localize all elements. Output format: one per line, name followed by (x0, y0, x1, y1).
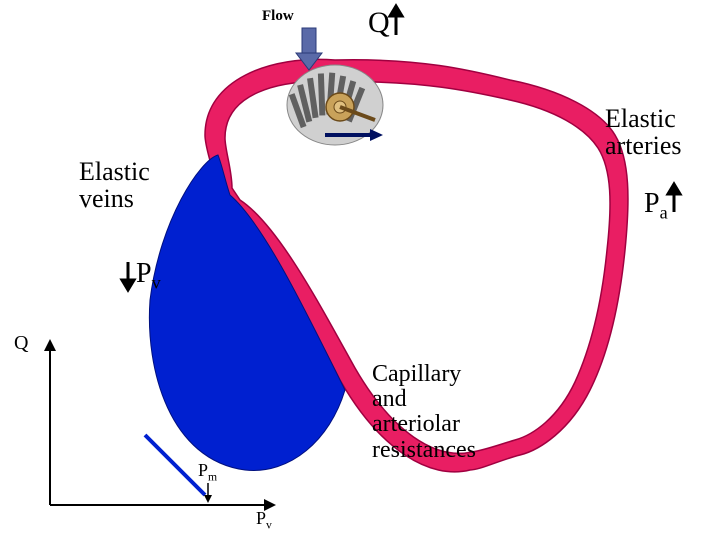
pa-up-arrow (668, 184, 680, 212)
circulation-diagram (0, 0, 720, 540)
q-label: Q (368, 6, 390, 40)
elastic-arteries-label: Elastic arteries (605, 105, 682, 160)
chart-pm-label: Pm (198, 460, 217, 484)
pv-down-arrow (122, 262, 134, 290)
chart-y-label: Q (14, 332, 28, 355)
flow-label: Flow (262, 8, 294, 25)
pa-label: Pa (644, 188, 668, 224)
chart-x-label: Pv (256, 508, 272, 532)
heart-gear (287, 65, 383, 145)
capillary-label: Capillary and arteriolar resistances (372, 362, 476, 463)
q-up-arrow (390, 6, 402, 35)
elastic-veins-label: Elastic veins (79, 158, 150, 213)
pv-label: Pv (136, 258, 161, 294)
